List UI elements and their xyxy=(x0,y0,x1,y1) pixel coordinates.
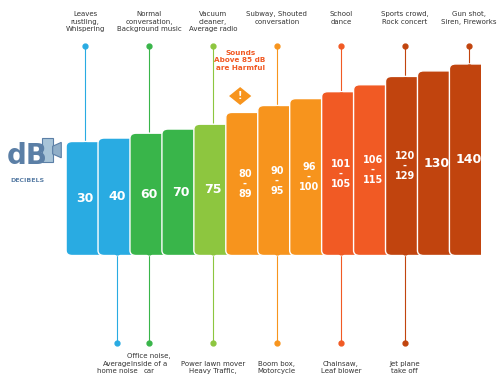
FancyBboxPatch shape xyxy=(42,138,52,162)
Text: 130: 130 xyxy=(424,157,450,170)
Text: 60: 60 xyxy=(140,188,158,201)
FancyBboxPatch shape xyxy=(98,138,136,256)
Text: DECIBELS: DECIBELS xyxy=(10,179,45,184)
FancyBboxPatch shape xyxy=(226,112,264,256)
Text: School
dance: School dance xyxy=(329,11,352,25)
Text: Power lawn mover
Heavy Traffic,: Power lawn mover Heavy Traffic, xyxy=(181,361,245,374)
Text: Jet plane
take off: Jet plane take off xyxy=(390,361,420,374)
Text: Office noise,
Inside of a
car: Office noise, Inside of a car xyxy=(128,353,171,374)
Text: Leaves
rustling,
Whispering: Leaves rustling, Whispering xyxy=(66,11,105,32)
Text: !: ! xyxy=(238,91,242,101)
Polygon shape xyxy=(52,142,62,158)
FancyBboxPatch shape xyxy=(354,85,392,256)
FancyBboxPatch shape xyxy=(290,98,328,256)
Text: 120
-
129: 120 - 129 xyxy=(394,151,415,181)
FancyBboxPatch shape xyxy=(66,142,104,256)
FancyBboxPatch shape xyxy=(194,124,232,256)
Text: 96
-
100: 96 - 100 xyxy=(298,162,319,192)
Text: Average
home noise: Average home noise xyxy=(97,361,138,374)
Text: Boom box,
Motorcycle: Boom box, Motorcycle xyxy=(258,361,296,374)
Text: 106
-
115: 106 - 115 xyxy=(362,155,383,185)
Text: Normal
conversation,
Background music: Normal conversation, Background music xyxy=(117,11,182,32)
Text: 101
-
105: 101 - 105 xyxy=(330,159,351,189)
FancyBboxPatch shape xyxy=(130,133,168,256)
Text: 140: 140 xyxy=(456,153,481,166)
FancyBboxPatch shape xyxy=(322,92,360,256)
FancyBboxPatch shape xyxy=(386,76,424,256)
Text: 40: 40 xyxy=(108,190,126,203)
Text: 70: 70 xyxy=(172,186,190,199)
FancyBboxPatch shape xyxy=(418,71,456,256)
Text: Subway, Shouted
conversation: Subway, Shouted conversation xyxy=(246,11,308,25)
Text: Sounds
Above 85 dB
are Harmful: Sounds Above 85 dB are Harmful xyxy=(214,50,266,71)
Text: Sports crowd,
Rock concert: Sports crowd, Rock concert xyxy=(381,11,428,25)
Text: 90
-
95: 90 - 95 xyxy=(270,165,283,196)
Text: Gun shot,
Siren, Fireworks: Gun shot, Siren, Fireworks xyxy=(441,11,496,25)
Text: 80
-
89: 80 - 89 xyxy=(238,169,252,199)
FancyBboxPatch shape xyxy=(450,64,488,256)
Text: Chainsaw,
Leaf blower: Chainsaw, Leaf blower xyxy=(320,361,361,374)
Text: 75: 75 xyxy=(204,183,222,196)
Text: Vacuum
cleaner,
Average radio: Vacuum cleaner, Average radio xyxy=(189,11,238,32)
Text: 30: 30 xyxy=(76,192,94,205)
FancyBboxPatch shape xyxy=(162,129,200,256)
FancyBboxPatch shape xyxy=(258,105,296,256)
Polygon shape xyxy=(228,86,252,106)
Text: dB: dB xyxy=(7,142,48,170)
